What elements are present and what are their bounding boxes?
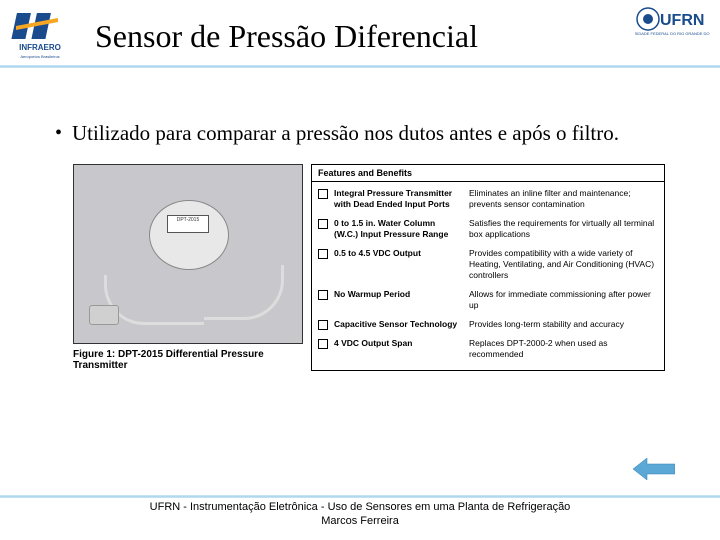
slide-footer: UFRN - Instrumentação Eletrônica - Uso d… <box>0 500 720 528</box>
footer-line2: Marcos Ferreira <box>0 514 720 528</box>
feature-row: 4 VDC Output SpanReplaces DPT-2000-2 whe… <box>312 334 664 364</box>
features-table: Features and Benefits Integral Pressure … <box>311 164 665 371</box>
footer-line <box>0 495 720 498</box>
features-body: Integral Pressure Transmitter with Dead … <box>312 182 664 366</box>
feature-name: 0 to 1.5 in. Water Column (W.C.) Input P… <box>334 218 469 240</box>
figure-caption: Figure 1: DPT-2015 Differential Pressure… <box>73 349 303 371</box>
feature-name: Capacitive Sensor Technology <box>334 319 469 330</box>
feature-name: Integral Pressure Transmitter with Dead … <box>334 188 469 210</box>
svg-text:Aeroportos Brasileiros: Aeroportos Brasileiros <box>20 54 59 59</box>
feature-name: No Warmup Period <box>334 289 469 300</box>
checkbox-icon <box>318 290 328 300</box>
footer-line1: UFRN - Instrumentação Eletrônica - Uso d… <box>0 500 720 514</box>
feature-benefit: Satisfies the requirements for virtually… <box>469 218 658 240</box>
features-header: Features and Benefits <box>312 165 664 182</box>
bullet-text: Utilizado para comparar a pressão nos du… <box>72 120 619 146</box>
feature-benefit: Provides long-term stability and accurac… <box>469 319 658 330</box>
figures-row: DPT-2015 Figure 1: DPT-2015 Differential… <box>55 164 665 371</box>
checkbox-icon <box>318 219 328 229</box>
slide-header: INFRAERO Aeroportos Brasileiros UFRN UNI… <box>0 0 720 80</box>
checkbox-icon <box>318 320 328 330</box>
feature-row: Capacitive Sensor TechnologyProvides lon… <box>312 315 664 334</box>
feature-row: Integral Pressure Transmitter with Dead … <box>312 184 664 214</box>
sensor-image: DPT-2015 <box>73 164 303 344</box>
checkbox-icon <box>318 339 328 349</box>
checkbox-icon <box>318 249 328 259</box>
feature-benefit: Provides compatibility with a wide varie… <box>469 248 658 281</box>
infraero-logo: INFRAERO Aeroportos Brasileiros <box>10 8 70 63</box>
svg-text:INFRAERO: INFRAERO <box>19 43 61 52</box>
slide-content: • Utilizado para comparar a pressão nos … <box>0 80 720 371</box>
svg-text:UNIVERSIDADE FEDERAL DO RIO GR: UNIVERSIDADE FEDERAL DO RIO GRANDE DO NO… <box>635 31 710 36</box>
feature-name: 4 VDC Output Span <box>334 338 469 349</box>
feature-row: 0 to 1.5 in. Water Column (W.C.) Input P… <box>312 214 664 244</box>
slide-title: Sensor de Pressão Diferencial <box>95 18 478 55</box>
feature-name: 0.5 to 4.5 VDC Output <box>334 248 469 259</box>
feature-row: No Warmup PeriodAllows for immediate com… <box>312 285 664 315</box>
feature-benefit: Eliminates an inline filter and maintena… <box>469 188 658 210</box>
sensor-figure: DPT-2015 Figure 1: DPT-2015 Differential… <box>73 164 303 371</box>
feature-row: 0.5 to 4.5 VDC OutputProvides compatibil… <box>312 244 664 285</box>
title-underline <box>0 65 720 68</box>
bullet-item: • Utilizado para comparar a pressão nos … <box>55 120 665 146</box>
feature-benefit: Replaces DPT-2000-2 when used as recomme… <box>469 338 658 360</box>
checkbox-icon <box>318 189 328 199</box>
ufrn-logo: UFRN UNIVERSIDADE FEDERAL DO RIO GRANDE … <box>635 5 710 40</box>
svg-text:UFRN: UFRN <box>660 12 704 29</box>
feature-benefit: Allows for immediate commissioning after… <box>469 289 658 311</box>
bullet-marker: • <box>55 120 62 146</box>
back-arrow-icon[interactable] <box>633 458 675 485</box>
